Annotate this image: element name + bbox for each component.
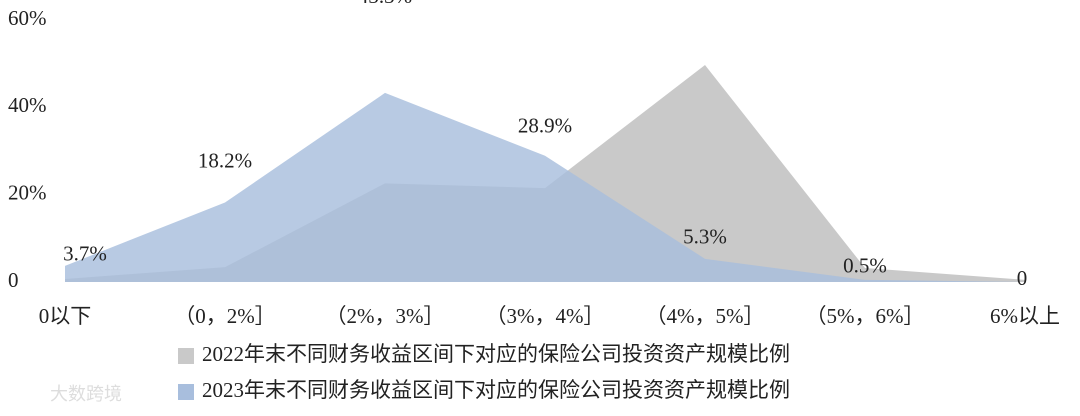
legend-label: 2023年末不同财务收益区间下对应的保险公司投资资产规模比例 — [202, 378, 790, 402]
data-label: 18.2% — [198, 148, 252, 172]
x-tick-label: （0，2%］ — [174, 304, 276, 328]
watermark: 大数跨境 — [50, 384, 122, 405]
data-label: 0.5% — [843, 254, 887, 278]
y-tick-label: 40% — [8, 93, 47, 117]
y-tick-label: 0 — [8, 268, 19, 292]
data-label: 0 — [1017, 266, 1028, 290]
x-tick-label: （3%，4%］ — [486, 304, 605, 328]
x-tick-label: （4%，5%］ — [646, 304, 765, 328]
x-tick-label: （2%，3%］ — [326, 304, 445, 328]
x-tick-label: 6%以上 — [990, 304, 1060, 328]
data-label: 3.7% — [63, 242, 107, 266]
data-label: 28.9% — [518, 114, 572, 138]
y-tick-label: 20% — [8, 180, 47, 204]
legend-swatch — [178, 348, 194, 364]
y-tick-label: 60% — [8, 6, 47, 30]
data-label: 5.3% — [683, 225, 727, 249]
x-tick-label: （5%，6%］ — [806, 304, 925, 328]
legend-swatch — [178, 384, 194, 400]
legend-label: 2022年末不同财务收益区间下对应的保险公司投资资产规模比例 — [202, 342, 790, 366]
area — [65, 92, 1025, 282]
data-label: 43.3% — [358, 0, 412, 8]
x-tick-label: 0以下 — [39, 304, 92, 328]
